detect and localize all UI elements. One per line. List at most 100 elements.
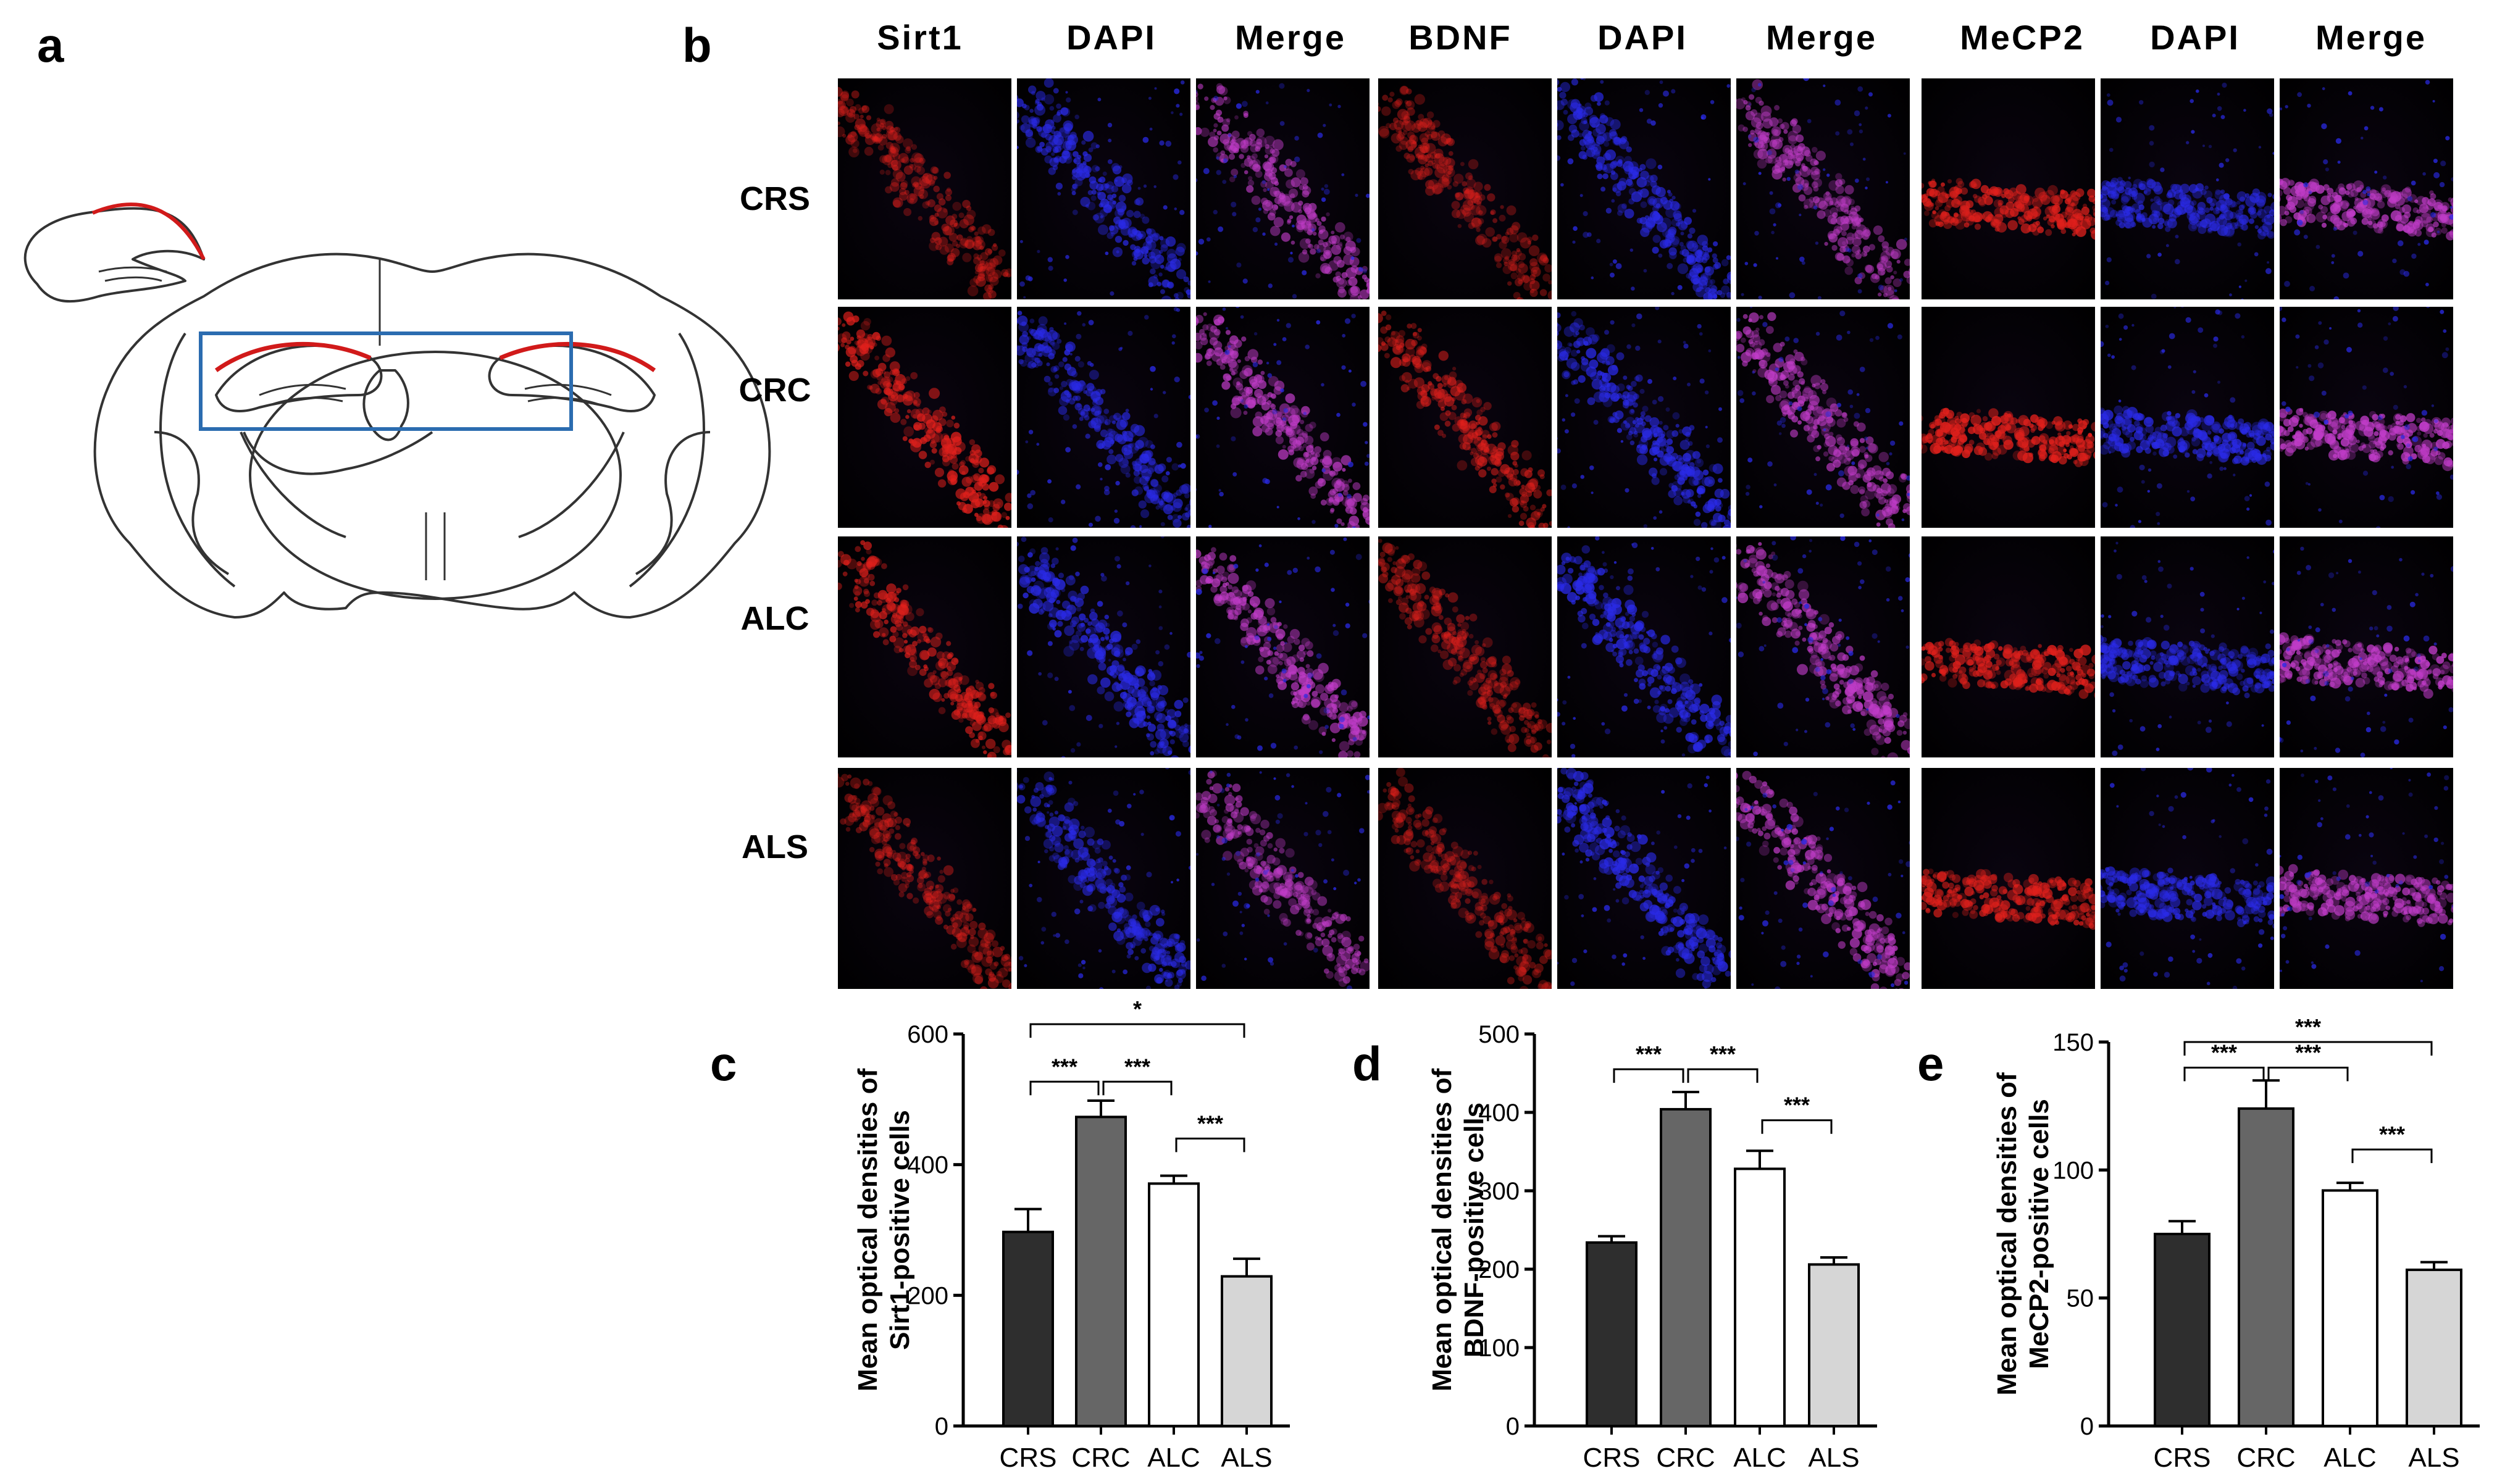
micrograph-tile [1555, 534, 1733, 760]
micrograph-tile [2277, 534, 2456, 760]
bar-als [2406, 1269, 2462, 1427]
significance-bracket [1687, 1068, 1759, 1083]
micrograph-tile [1919, 76, 2098, 302]
significance-bracket [1102, 1080, 1173, 1096]
micrograph-tile [835, 534, 1014, 760]
bar-alc [1148, 1182, 1200, 1427]
micrograph-tile [2098, 304, 2277, 530]
significance-label: *** [2211, 1040, 2237, 1065]
y-tick-label: 600 [907, 1021, 948, 1048]
micrograph-tile [1376, 304, 1554, 530]
panel-b: b Sirt1 DAPI Merge BDNF DAPI Merge MeCP2 DAPI Me… [682, 18, 2456, 991]
grid-column-header: DAPI [1066, 18, 1156, 57]
x-tick-label: ALS [2408, 1443, 2459, 1473]
micrograph-tile [1194, 76, 1372, 302]
panel-letter-e: e [1917, 1036, 1944, 1091]
micrograph-tile [1919, 534, 2098, 760]
micrograph-tile [1194, 765, 1372, 991]
y-tick-label: 100 [2052, 1157, 2094, 1184]
micrograph-tile [1555, 765, 1733, 991]
y-axis-label: BDNF-positive cells [1459, 1103, 1489, 1357]
y-tick-label: 400 [1478, 1099, 1520, 1127]
bar-crs [2154, 1233, 2210, 1427]
bar-crc [1075, 1115, 1127, 1427]
bar-crs [1586, 1241, 1637, 1427]
significance-label: *** [2295, 1040, 2321, 1065]
micrograph-tile [1919, 304, 2098, 530]
grid-column-header: DAPI [2150, 18, 2240, 57]
significance-label: *** [1710, 1041, 1736, 1067]
x-tick-label: ALC [1733, 1443, 1786, 1473]
panel-letter-c: c [710, 1036, 737, 1091]
x-tick-label: CRC [2236, 1443, 2295, 1473]
micrograph-tile [2277, 304, 2456, 530]
bar-crc [1660, 1107, 1712, 1428]
panel-letter-a: a [37, 18, 64, 72]
micrograph-tile [1376, 765, 1554, 991]
significance-bracket [1175, 1137, 1245, 1153]
grid-row-header: ALC [741, 600, 809, 637]
micrograph-tile [1014, 534, 1193, 760]
x-tick-label: CRS [1583, 1443, 1641, 1473]
y-tick-label: 0 [1506, 1413, 1520, 1440]
micrograph-tile [1014, 304, 1193, 530]
significance-bracket [1613, 1068, 1684, 1083]
y-tick-label: 200 [907, 1282, 948, 1309]
y-axis-label: Mean optical densities of [1427, 1069, 1457, 1392]
y-tick-label: 150 [2052, 1029, 2094, 1056]
micrograph-tile [835, 304, 1014, 530]
micrograph-tile [1734, 765, 1912, 991]
micrograph-tile [1014, 765, 1193, 991]
y-tick-label: 50 [2067, 1285, 2094, 1312]
micrograph-tile [2098, 765, 2277, 991]
significance-bracket [2183, 1066, 2265, 1082]
significance-bracket [1761, 1119, 1833, 1134]
significance-label: *** [2295, 1014, 2321, 1040]
grid-column-header: Sirt1 [877, 18, 963, 57]
bar-chart-d: d Mean optical densities of BDNF-positive … [1352, 1021, 1877, 1473]
grid-column-header: BDNF [1408, 18, 1512, 57]
y-tick-label: 500 [1478, 1021, 1520, 1048]
hippocampus-region-box [199, 331, 573, 431]
x-tick-label: CRC [1656, 1443, 1715, 1473]
y-tick-label: 400 [907, 1152, 948, 1179]
micrograph-tile [1734, 76, 1912, 302]
micrograph-tile [835, 765, 1014, 991]
significance-bracket [1029, 1080, 1100, 1096]
grid-column-header: MeCP2 [1960, 18, 2085, 57]
x-tick-label: ALC [1147, 1443, 1200, 1473]
x-tick-label: CRS [1000, 1443, 1057, 1473]
grid-column-header: Merge [2315, 18, 2427, 57]
significance-bracket [2267, 1066, 2349, 1082]
y-axis-label: Mean optical densities of [1992, 1072, 2022, 1396]
x-tick-label: ALS [1808, 1443, 1859, 1473]
y-tick-label: 300 [1478, 1178, 1520, 1205]
significance-label: * [1133, 996, 1142, 1022]
micrograph-tile [2277, 765, 2456, 991]
bar-alc [1734, 1167, 1786, 1427]
micrograph-tile [1376, 534, 1554, 760]
x-tick-label: ALC [2323, 1443, 2377, 1473]
bar-chart-c: c Mean optical densities of Sirt1-positive… [710, 996, 1290, 1473]
bar-chart-e: e Mean optical densities of MeCP2-positive… [1917, 1014, 2480, 1473]
significance-label: *** [2379, 1122, 2405, 1147]
y-tick-label: 100 [1478, 1335, 1520, 1362]
significance-bracket [1029, 1023, 1245, 1038]
y-axis-label: Mean optical densities of [853, 1069, 883, 1392]
micrograph-tile [1014, 76, 1193, 302]
micrograph-tile [1555, 76, 1733, 302]
brain-coronal-section-illustration [23, 202, 771, 619]
panel-a: a [23, 18, 771, 619]
micrograph-tile [2098, 76, 2277, 302]
bar-crs [1002, 1230, 1054, 1428]
micrograph-tile [1734, 304, 1912, 530]
micrograph-tile [1194, 304, 1372, 530]
grid-row-header: CRC [739, 372, 811, 409]
significance-label: *** [1052, 1054, 1077, 1079]
grid-row-header: CRS [740, 180, 810, 217]
x-tick-label: CRS [2154, 1443, 2211, 1473]
grid-column-header: Merge [1766, 18, 1877, 57]
significance-label: *** [1636, 1041, 1662, 1067]
micrograph-tile [2098, 534, 2277, 760]
